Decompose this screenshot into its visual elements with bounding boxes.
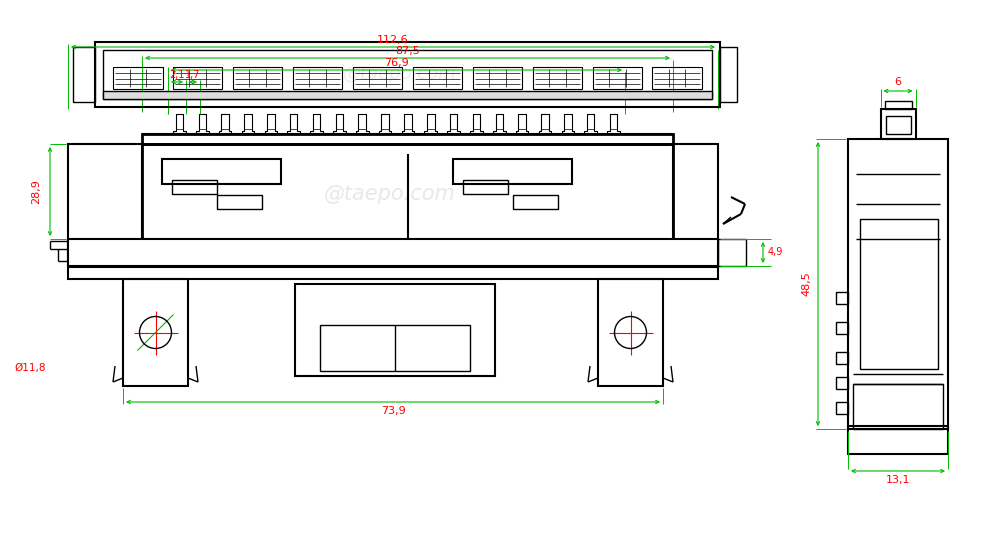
Text: 13,1: 13,1 (884, 475, 909, 485)
Bar (847, 426, 947, 454)
Bar (162, 159, 281, 184)
Bar (123, 279, 187, 386)
Bar (103, 50, 711, 98)
Text: 28,9: 28,9 (31, 179, 41, 204)
Bar (142, 134, 672, 144)
Text: 2,1: 2,1 (169, 70, 184, 80)
Bar (73, 46, 95, 101)
Bar (452, 159, 572, 184)
Bar (353, 67, 401, 89)
Bar (592, 67, 641, 89)
Bar (233, 67, 282, 89)
Text: @taepo.com: @taepo.com (343, 65, 457, 83)
Bar (68, 144, 142, 259)
Bar (884, 116, 909, 134)
Text: 76,9: 76,9 (384, 58, 408, 68)
Text: 48,5: 48,5 (801, 272, 810, 296)
Bar (68, 239, 717, 266)
Bar (412, 67, 461, 89)
Text: 112,6: 112,6 (377, 35, 408, 45)
Text: 87,5: 87,5 (394, 46, 419, 56)
Bar (835, 402, 847, 414)
Bar (113, 67, 163, 89)
Bar (598, 279, 663, 386)
Bar (293, 67, 342, 89)
Bar (652, 67, 701, 89)
Bar (68, 267, 717, 279)
Bar (672, 144, 717, 259)
Text: Ø11,8: Ø11,8 (15, 363, 46, 373)
Bar (847, 139, 947, 429)
Text: 1,7: 1,7 (185, 70, 200, 80)
Text: 73,9: 73,9 (381, 406, 405, 416)
Bar (717, 239, 745, 266)
Bar (512, 195, 557, 209)
Bar (835, 292, 847, 304)
Text: 4,9: 4,9 (766, 247, 782, 257)
Bar (835, 322, 847, 334)
Bar (880, 109, 915, 139)
Bar (835, 377, 847, 389)
Bar (462, 180, 507, 194)
Bar (103, 90, 711, 98)
Bar (719, 46, 737, 101)
Bar (172, 180, 217, 194)
Bar (883, 101, 911, 109)
Bar (319, 325, 469, 371)
Bar (295, 284, 495, 376)
Bar (532, 67, 581, 89)
Bar (852, 384, 942, 429)
Bar (472, 67, 522, 89)
Bar (859, 219, 937, 369)
Bar (174, 67, 222, 89)
Text: @taepo.com: @taepo.com (323, 184, 456, 204)
Bar (142, 144, 672, 239)
Bar (217, 195, 261, 209)
Text: 6: 6 (893, 77, 900, 87)
Bar (835, 352, 847, 364)
Bar (95, 42, 719, 106)
